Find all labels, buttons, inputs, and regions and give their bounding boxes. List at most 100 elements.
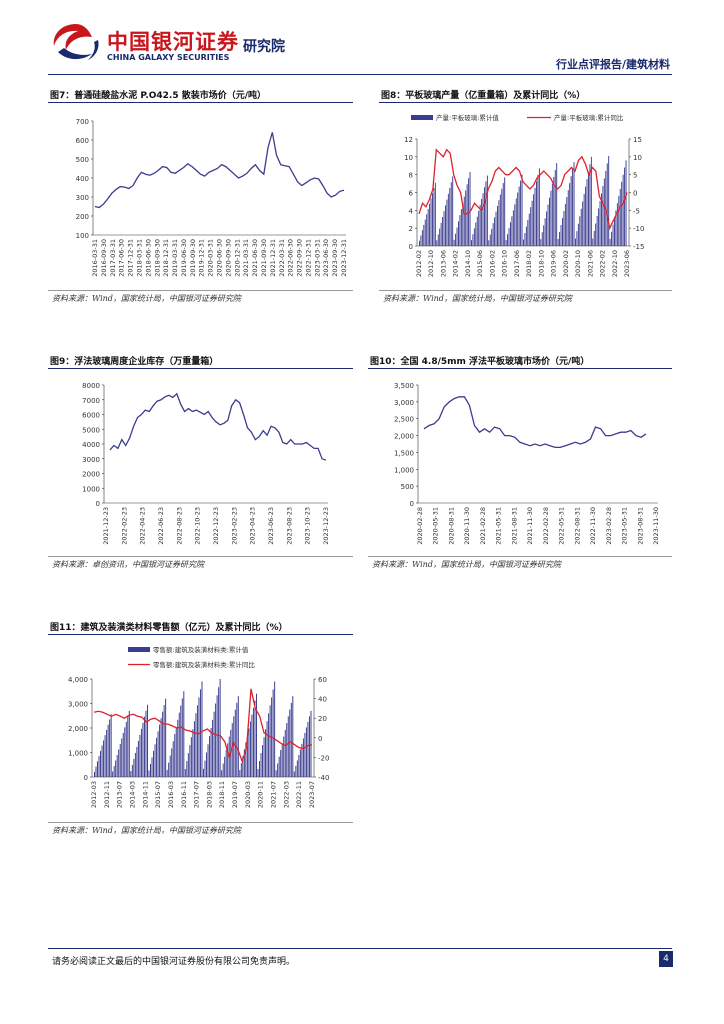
fig8-xaxis-label-4: 2014-10 — [464, 250, 472, 277]
fig11-bar-143 — [310, 710, 312, 777]
fig11-bar-26 — [133, 758, 135, 777]
fig7-xaxis-label-26: 2023-06-30 — [322, 239, 330, 277]
fig8-bar-85 — [541, 232, 543, 246]
fig11-bar-65 — [192, 729, 194, 777]
fig8-bar-119 — [590, 156, 592, 246]
fig10-yaxis-tick-7: 3,500 — [394, 382, 414, 390]
fig11-xaxis-label-1: 2012-11 — [103, 781, 111, 808]
fig11-bar-30 — [139, 734, 141, 777]
fig8-bar-0 — [419, 240, 420, 246]
fig8-bar-4 — [424, 219, 426, 246]
fig8-bar-139 — [619, 188, 621, 246]
fig11-bar-28 — [136, 746, 138, 777]
fig11-bar-12 — [112, 771, 114, 777]
fig11-bar-136 — [299, 749, 301, 777]
fig8-bar-62 — [508, 228, 510, 246]
fig8-bar-64 — [511, 216, 513, 246]
fig7-xaxis-label-25: 2023-03-31 — [313, 239, 321, 277]
fig8-xaxis-label-3: 2014-02 — [452, 250, 460, 277]
fig11-bar-134 — [296, 760, 298, 777]
fig7-xaxis-label-13: 2020-03-31 — [207, 239, 215, 277]
fig7-xaxis-label-23: 2022-09-30 — [296, 239, 304, 277]
fig11-yaxis-left-tick-4: 4,000 — [68, 676, 88, 684]
fig10-yaxis-tick-0: 0 — [410, 500, 414, 508]
fig11-bar-10 — [109, 719, 111, 777]
fig8-bar-22 — [450, 182, 452, 246]
fig8-yaxis-right-tick-1: -10 — [633, 225, 644, 233]
fig8-bar-28 — [459, 215, 461, 246]
fig11-bar-109 — [259, 761, 260, 777]
fig11-bar-13 — [113, 765, 115, 777]
fig11-bar-87 — [225, 750, 227, 777]
fig8-yaxis-left-tick-1: 2 — [409, 225, 413, 233]
fig10-xaxis-label-8: 2022-02-28 — [542, 507, 550, 545]
fig7-xaxis-label-18: 2021-06-30 — [251, 239, 259, 277]
fig11-yaxis-left-tick-1: 1,000 — [68, 750, 88, 758]
fig8-legend-bar-label: 产量:平板玻璃:累计值 — [436, 113, 499, 122]
fig8-bar-95 — [556, 163, 558, 246]
fig11-xaxis-label-7: 2016-11 — [180, 781, 188, 808]
fig11-bar-100 — [245, 742, 247, 777]
fig7-series-line — [94, 132, 345, 209]
fig8-bar-63 — [510, 222, 511, 246]
fig8-bar-1 — [420, 235, 422, 246]
fig11-bar-60 — [184, 769, 186, 777]
fig7-xaxis-label-17: 2021-03-31 — [242, 239, 250, 277]
fig11-bar-44 — [160, 718, 162, 777]
fig8-bar-51 — [492, 223, 494, 246]
fig11-bar-122 — [278, 756, 280, 777]
fig7-xaxis-label-12: 2019-12-31 — [198, 239, 206, 277]
fig11-xaxis-label-11: 2019-07 — [231, 781, 239, 808]
fig8-yoy-line — [418, 148, 628, 231]
fig8-bar-68 — [517, 192, 519, 246]
fig8-yaxis-right-tick-5: 10 — [633, 154, 642, 162]
fig10-bottom-rule — [368, 556, 672, 557]
fig9-top-rule — [48, 368, 353, 369]
fig11-bar-55 — [177, 719, 179, 777]
fig8-bar-59 — [504, 177, 506, 246]
fig11-bar-88 — [227, 743, 229, 777]
fig11-bar-102 — [248, 728, 250, 777]
fig11-bar-80 — [215, 703, 217, 777]
fig8-bar-133 — [611, 231, 613, 246]
fig10-yaxis-tick-1: 500 — [401, 483, 414, 491]
fig11-bar-124 — [281, 743, 283, 777]
fig10-xaxis-label-1: 2020-05-31 — [432, 507, 440, 545]
fig11-bar-25 — [131, 764, 133, 777]
fig11-bar-36 — [148, 770, 150, 777]
fig9-xaxis-label-5: 2022-10-23 — [194, 507, 202, 545]
fig11-bar-57 — [180, 705, 182, 777]
fig11-bar-129 — [289, 709, 291, 778]
fig11-xaxis-label-12: 2020-03 — [244, 781, 252, 808]
fig10-xaxis-label-5: 2021-05-31 — [495, 507, 503, 545]
fig11-bar-121 — [277, 763, 279, 777]
fig10-yaxis-tick-6: 3,000 — [394, 399, 414, 407]
fig11-bottom-rule — [48, 822, 353, 823]
fig8-bar-109 — [576, 231, 578, 246]
fig8-bar-110 — [577, 223, 579, 246]
fig8-bar-14 — [439, 228, 441, 246]
fig9-xaxis-label-9: 2023-06-23 — [267, 507, 275, 545]
fig8-bar-70 — [520, 180, 522, 246]
fig11-bar-123 — [280, 750, 282, 777]
fig11-xaxis-label-10: 2018-11 — [218, 781, 226, 808]
fig7-xaxis-label-27: 2023-09-30 — [331, 239, 339, 277]
fig8-bar-56 — [499, 194, 501, 246]
fig8-bar-83 — [538, 168, 540, 246]
fig8-bar-93 — [553, 176, 555, 246]
fig10-source: 资料来源：Wind，国家统计局，中国银河证券研究院 — [372, 560, 561, 569]
fig7-xaxis-label-22: 2022-06-30 — [287, 239, 295, 277]
fig11-bar-40 — [154, 744, 156, 777]
fig11-bar-66 — [193, 721, 195, 777]
fig11-bar-132 — [293, 771, 295, 777]
fig11-bar-142 — [308, 716, 310, 777]
fig11-bar-50 — [169, 755, 171, 777]
fig8-bar-106 — [572, 169, 574, 246]
fig11-title: 图11：建筑及装潢类材料零售额（亿元）及累计同比（%） — [50, 623, 288, 633]
fig11-xaxis-label-9: 2018-03 — [205, 781, 213, 808]
fig11-bar-84 — [221, 770, 223, 777]
fig8-bar-11 — [434, 182, 436, 246]
fig8-yaxis-left-tick-2: 4 — [409, 207, 414, 215]
fig8-bar-21 — [449, 188, 451, 246]
fig8-bar-141 — [622, 174, 624, 246]
